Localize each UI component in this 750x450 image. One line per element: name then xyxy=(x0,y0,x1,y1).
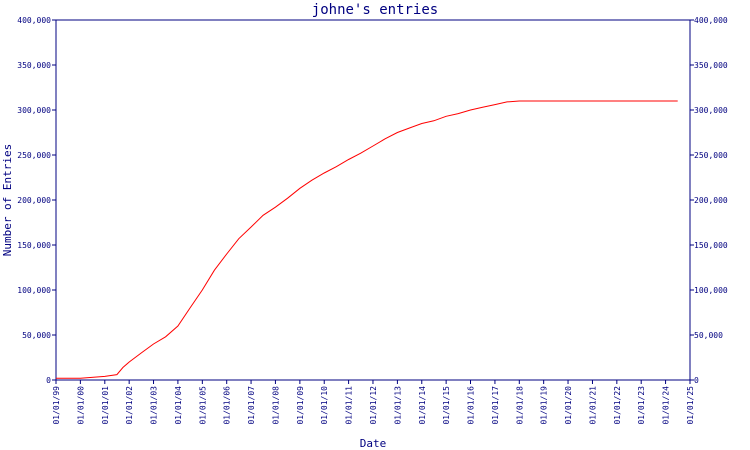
y-tick-label-left: 300,000 xyxy=(17,106,51,115)
x-tick-label: 01/01/05 xyxy=(198,386,207,425)
x-tick-label: 01/01/11 xyxy=(345,386,354,425)
x-tick-label: 01/01/22 xyxy=(613,386,622,425)
y-tick-label-right: 200,000 xyxy=(694,196,728,205)
y-tick-label-right: 250,000 xyxy=(694,151,728,160)
chart-title: johne's entries xyxy=(312,2,438,18)
series-line xyxy=(56,100,678,379)
x-tick-label: 01/01/24 xyxy=(662,386,671,425)
x-axis: 01/01/99 01/01/00 01/01/01 01/01/02 01/01/03… xyxy=(52,380,695,425)
y-tick-label-right: 300,000 xyxy=(694,106,728,115)
x-tick-label: 01/01/16 xyxy=(466,386,475,425)
y-axis-right: 0 50,000 100,000 150,000 200,000 250,000 300,0… xyxy=(690,16,728,385)
x-tick-label: 01/01/19 xyxy=(540,386,549,425)
x-tick-label: 01/01/06 xyxy=(223,386,232,425)
series-group xyxy=(56,100,678,379)
x-tick-label: 01/01/21 xyxy=(588,386,597,425)
x-tick-label: 01/01/02 xyxy=(125,386,134,425)
x-tick-label: 01/01/09 xyxy=(296,386,305,425)
x-tick-label: 01/01/25 xyxy=(686,386,695,425)
x-tick-label: 01/01/07 xyxy=(247,386,256,425)
y-axis-left: 0 50,000 100,000 150,000 200,000 250,000 300,0… xyxy=(17,16,56,385)
x-tick-label: 01/01/20 xyxy=(564,386,573,425)
x-tick-label: 01/01/03 xyxy=(150,386,159,425)
y-tick-label-left: 250,000 xyxy=(17,151,51,160)
x-tick-label: 01/01/04 xyxy=(174,386,183,425)
plot-area xyxy=(55,19,691,381)
y-tick-label-left: 400,000 xyxy=(17,16,51,25)
y-tick-label-right: 150,000 xyxy=(694,241,728,250)
y-tick-label-left: 0 xyxy=(46,376,51,385)
y-tick-label-right: 50,000 xyxy=(694,331,723,340)
y-axis-label: Number of Entries xyxy=(1,144,14,257)
y-tick-label-left: 200,000 xyxy=(17,196,51,205)
x-tick-label: 01/01/13 xyxy=(393,386,402,425)
y-tick-label-left: 100,000 xyxy=(17,286,51,295)
x-tick-label: 01/01/01 xyxy=(101,386,110,425)
x-tick-label: 01/01/23 xyxy=(637,386,646,425)
y-tick-label-left: 150,000 xyxy=(17,241,51,250)
y-tick-label-right: 350,000 xyxy=(694,61,728,70)
y-tick-label-right: 400,000 xyxy=(694,16,728,25)
x-tick-label: 01/01/17 xyxy=(491,386,500,425)
x-tick-label: 01/01/15 xyxy=(442,386,451,425)
x-tick-label: 01/01/99 xyxy=(52,386,61,425)
x-tick-label: 01/01/10 xyxy=(320,386,329,425)
x-axis-label: Date xyxy=(360,437,387,450)
y-tick-label-right: 0 xyxy=(694,376,699,385)
y-tick-label-left: 50,000 xyxy=(22,331,51,340)
x-tick-label: 01/01/00 xyxy=(76,386,85,425)
y-tick-label-right: 100,000 xyxy=(694,286,728,295)
y-tick-label-left: 350,000 xyxy=(17,61,51,70)
x-tick-label: 01/01/08 xyxy=(271,386,280,425)
x-tick-label: 01/01/18 xyxy=(515,386,524,425)
x-tick-label: 01/01/12 xyxy=(369,386,378,425)
x-tick-label: 01/01/14 xyxy=(418,386,427,425)
